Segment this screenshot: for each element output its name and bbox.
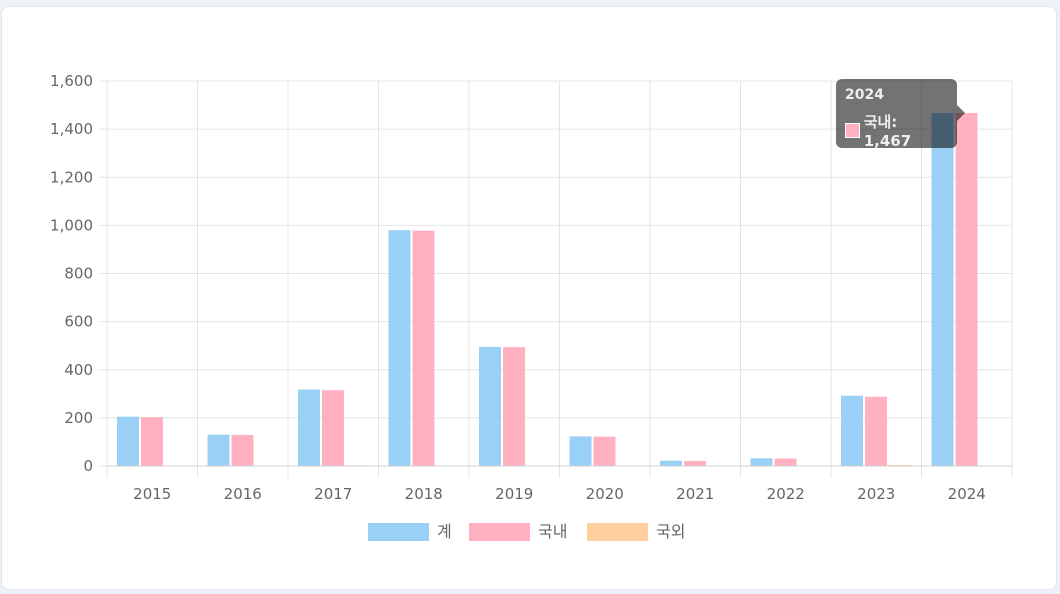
chart-bars	[117, 113, 978, 467]
x-tick-label: 2017	[314, 485, 352, 503]
bar-2019-0[interactable]	[479, 346, 501, 466]
bar-2016-0[interactable]	[207, 434, 230, 466]
tooltip-row: 국내: 1,467	[845, 111, 948, 150]
chart-axes: 0 200 400 600 800 1,000 1,200 1,400 1,600 2015 201…	[50, 72, 1012, 503]
bar-2016-1[interactable]	[231, 434, 254, 466]
bar-2015-1[interactable]	[141, 417, 163, 466]
bar-2023-1[interactable]	[865, 396, 887, 466]
bar-2024-1[interactable]	[955, 113, 978, 467]
bar-2021-0[interactable]	[660, 460, 682, 466]
bar-2020-0[interactable]	[569, 436, 592, 466]
x-tick-label: 2022	[767, 485, 805, 503]
y-tick-label: 1,200	[50, 168, 93, 186]
y-tick-label: 1,000	[50, 216, 93, 234]
y-tick-label: 1,600	[50, 72, 93, 90]
x-tick-label: 2024	[948, 485, 986, 503]
x-tick-label: 2016	[224, 485, 262, 503]
chart-tooltip: 2024 국내: 1,467	[836, 79, 965, 150]
bar-2021-1[interactable]	[684, 460, 706, 466]
y-tick-label: 0	[83, 457, 93, 475]
legend-label[interactable]: 계	[437, 522, 452, 541]
legend-label[interactable]: 국내	[538, 522, 567, 541]
x-tick-label: 2021	[676, 485, 714, 503]
tooltip-label: 국내: 1,467	[863, 113, 912, 150]
x-tick-label: 2019	[495, 485, 533, 503]
bar-2023-0[interactable]	[841, 395, 863, 466]
bar-2018-0[interactable]	[388, 230, 411, 466]
tooltip-title: 2024	[845, 87, 884, 103]
y-tick-label: 1,400	[50, 120, 93, 138]
bar-2017-1[interactable]	[322, 390, 344, 466]
y-tick-label: 800	[64, 265, 93, 283]
x-tick-label: 2020	[586, 485, 624, 503]
tooltip-swatch	[845, 123, 860, 138]
bar-2024-0[interactable]	[931, 113, 954, 467]
bar-2022-1[interactable]	[774, 458, 797, 466]
x-tick-label: 2018	[405, 485, 443, 503]
legend-swatch[interactable]	[587, 523, 648, 541]
y-tick-label: 400	[64, 361, 93, 379]
y-tick-label: 600	[64, 313, 93, 331]
x-tick-label: 2023	[857, 485, 895, 503]
chart-legend[interactable]: 계 국내 국외	[368, 522, 685, 541]
bar-2015-0[interactable]	[117, 416, 139, 466]
y-tick-label: 200	[64, 409, 93, 427]
x-tick-label: 2015	[133, 485, 171, 503]
bar-2020-1[interactable]	[593, 436, 616, 466]
legend-label[interactable]: 국외	[656, 522, 685, 541]
bar-2019-1[interactable]	[503, 347, 525, 466]
legend-swatch[interactable]	[469, 523, 530, 541]
legend-swatch[interactable]	[368, 523, 429, 541]
bar-2018-1[interactable]	[412, 230, 435, 466]
bar-2017-0[interactable]	[298, 389, 320, 466]
bar-2022-0[interactable]	[750, 458, 773, 466]
